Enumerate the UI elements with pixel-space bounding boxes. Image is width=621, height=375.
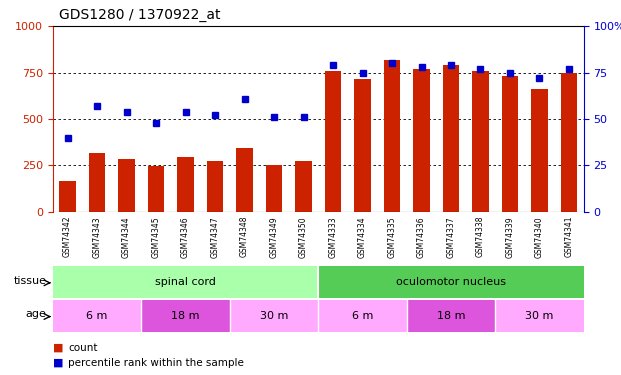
Text: 6 m: 6 m — [86, 311, 107, 321]
Text: oculomotor nucleus: oculomotor nucleus — [396, 277, 506, 287]
Text: 18 m: 18 m — [171, 311, 200, 321]
Text: GSM74334: GSM74334 — [358, 216, 367, 258]
Text: 30 m: 30 m — [525, 311, 554, 321]
Bar — [207, 161, 223, 212]
Bar — [319, 300, 407, 332]
Text: GSM74341: GSM74341 — [564, 216, 573, 257]
Bar — [355, 79, 371, 212]
Text: tissue: tissue — [14, 276, 47, 286]
Text: GSM74336: GSM74336 — [417, 216, 426, 258]
Bar — [142, 300, 230, 332]
Bar — [473, 71, 489, 212]
Text: GSM74349: GSM74349 — [270, 216, 278, 258]
Bar — [502, 76, 518, 212]
Text: GSM74342: GSM74342 — [63, 216, 72, 257]
Text: GSM74346: GSM74346 — [181, 216, 190, 258]
Bar — [89, 153, 105, 212]
Bar — [119, 159, 135, 212]
Text: count: count — [68, 343, 98, 353]
Bar — [60, 181, 76, 212]
Text: GSM74339: GSM74339 — [505, 216, 514, 258]
Text: 6 m: 6 m — [352, 311, 373, 321]
Text: GSM74348: GSM74348 — [240, 216, 249, 257]
Text: age: age — [25, 309, 47, 320]
Text: 30 m: 30 m — [260, 311, 288, 321]
Bar — [237, 148, 253, 212]
Bar — [266, 165, 282, 212]
Bar — [496, 300, 584, 332]
Text: ■: ■ — [53, 358, 63, 368]
Text: GSM74343: GSM74343 — [93, 216, 101, 258]
Text: spinal cord: spinal cord — [155, 277, 216, 287]
Bar — [443, 65, 459, 212]
Bar — [561, 73, 577, 212]
Text: ■: ■ — [53, 343, 63, 353]
Text: GSM74335: GSM74335 — [388, 216, 396, 258]
Text: GSM74347: GSM74347 — [211, 216, 219, 258]
Bar — [178, 157, 194, 212]
Bar — [148, 166, 164, 212]
Text: GDS1280 / 1370922_at: GDS1280 / 1370922_at — [59, 9, 220, 22]
Text: GSM74340: GSM74340 — [535, 216, 544, 258]
Bar — [319, 266, 584, 298]
Text: GSM74333: GSM74333 — [329, 216, 337, 258]
Bar — [414, 69, 430, 212]
Bar — [230, 300, 319, 332]
Bar — [407, 300, 496, 332]
Text: GSM74338: GSM74338 — [476, 216, 485, 257]
Text: GSM74344: GSM74344 — [122, 216, 131, 258]
Bar — [384, 60, 400, 212]
Bar — [53, 300, 142, 332]
Text: percentile rank within the sample: percentile rank within the sample — [68, 358, 244, 368]
Bar — [53, 266, 319, 298]
Bar — [325, 71, 341, 212]
Text: GSM74337: GSM74337 — [446, 216, 455, 258]
Text: 18 m: 18 m — [437, 311, 465, 321]
Text: GSM74345: GSM74345 — [152, 216, 160, 258]
Text: GSM74350: GSM74350 — [299, 216, 308, 258]
Bar — [532, 89, 548, 212]
Bar — [296, 161, 312, 212]
